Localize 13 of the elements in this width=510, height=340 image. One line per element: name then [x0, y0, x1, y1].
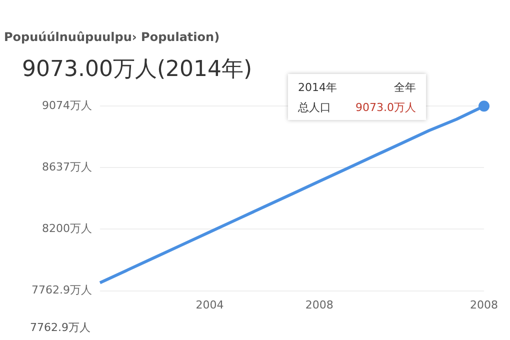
text: 全年 — [394, 80, 416, 95]
annotation: 总人口 — [298, 100, 331, 115]
y-tick-label: 9074万人 — [42, 98, 92, 112]
x-tick-label: 2008 — [470, 298, 498, 312]
y-tick-label: 7762.9万人 — [32, 284, 92, 297]
annotation: 9073.0万人 — [356, 100, 416, 115]
chart-subtitle: Popuúúlnuûpuulpu› Population) — [4, 30, 220, 44]
y-tick-label: 8637万人 — [42, 160, 92, 174]
x-tick-label: 2008 — [305, 298, 334, 312]
text: 2014年 — [298, 80, 337, 95]
y-tick-label: 8200万人 — [42, 222, 92, 236]
x-tick-label: 2004 — [196, 298, 224, 312]
chart-title: 9073.00万人(2014年) — [22, 56, 252, 84]
